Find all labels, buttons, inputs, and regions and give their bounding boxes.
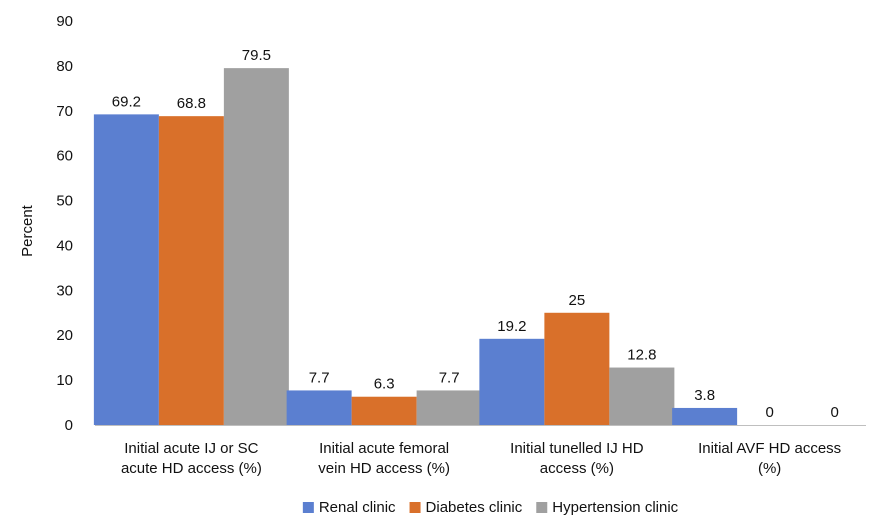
- bar: [672, 407, 738, 425]
- bar: [286, 390, 352, 425]
- bar: [351, 396, 417, 425]
- data-label: 79.5: [242, 47, 271, 64]
- legend: Renal clinic Diabetes clinic Hypertension …: [302, 499, 679, 516]
- bar: [479, 338, 545, 425]
- bars: [93, 68, 738, 426]
- y-tick-label: 40: [56, 237, 73, 254]
- bar: [416, 390, 482, 425]
- x-category-label: Initial acute IJ or SC acute HD access (%…: [121, 440, 262, 477]
- y-axis-title: Percent: [19, 204, 36, 257]
- data-label: 25: [569, 292, 586, 309]
- y-tick-label: 70: [56, 103, 73, 120]
- data-label: 69.2: [112, 93, 141, 110]
- y-tick-label: 90: [56, 13, 73, 30]
- y-axis: 0 10 20 30 40 50 60 70 80 90: [56, 13, 73, 434]
- bar: [158, 116, 224, 426]
- data-label: 6.3: [374, 376, 395, 393]
- bar: [544, 312, 610, 425]
- data-label: 12.8: [627, 347, 656, 364]
- data-label: 0: [830, 404, 838, 421]
- bar: [223, 68, 289, 425]
- x-category-label: Initial acute femoral vein HD access (%): [318, 440, 450, 477]
- data-label: 7.7: [439, 369, 460, 386]
- x-category-label: Initial tunelled IJ HD access (%): [510, 440, 644, 477]
- bar: [609, 367, 675, 425]
- legend-label: Renal clinic: [319, 499, 396, 516]
- y-tick-label: 10: [56, 372, 73, 389]
- data-label: 3.8: [694, 387, 715, 404]
- y-tick-label: 30: [56, 282, 73, 299]
- data-labels: 69.2 68.8 79.5 7.7 6.3 7.7 19.2 25 12.8 3.8 0 0: [112, 47, 839, 421]
- legend-swatch: [302, 502, 314, 513]
- x-category-label: Initial AVF HD access (%): [698, 440, 841, 477]
- legend-swatch: [536, 502, 548, 513]
- legend-label: Hypertension clinic: [552, 499, 678, 516]
- y-tick-label: 20: [56, 327, 73, 344]
- data-label: 19.2: [497, 318, 526, 335]
- y-tick-label: 50: [56, 193, 73, 210]
- legend-label: Diabetes clinic: [426, 499, 523, 516]
- x-axis-category-labels: Initial acute IJ or SC acute HD access (%…: [121, 440, 841, 477]
- data-label: 0: [765, 404, 773, 421]
- y-tick-label: 60: [56, 148, 73, 165]
- y-tick-label: 0: [65, 417, 73, 434]
- bar: [93, 114, 159, 425]
- legend-swatch: [409, 502, 421, 513]
- data-label: 7.7: [309, 369, 330, 386]
- y-tick-label: 80: [56, 58, 73, 75]
- data-label: 68.8: [177, 95, 206, 112]
